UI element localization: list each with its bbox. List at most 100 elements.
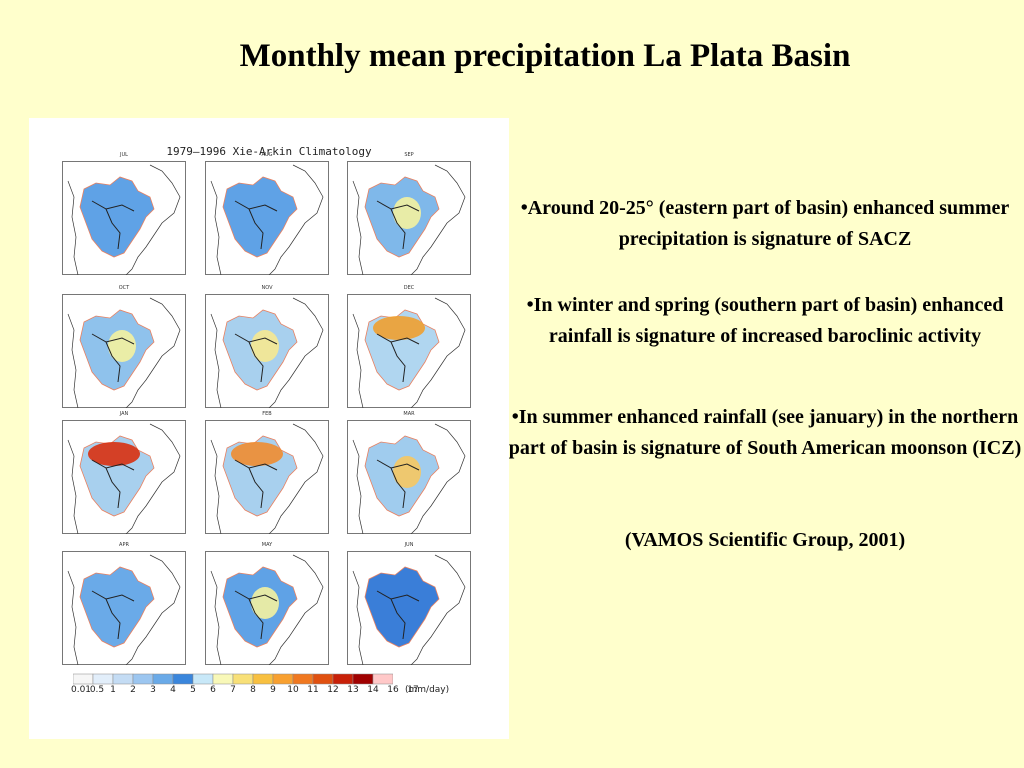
colorbar-swatch bbox=[212, 673, 234, 685]
coastline bbox=[352, 439, 364, 534]
colorbar-tick-label: 1 bbox=[110, 685, 116, 695]
coastline bbox=[268, 164, 324, 275]
coastline bbox=[67, 570, 79, 665]
basin-map bbox=[347, 551, 471, 665]
colorbar-tick-label: 16 bbox=[387, 685, 399, 695]
enhanced-rainfall-area bbox=[231, 442, 283, 466]
colorbar bbox=[73, 673, 393, 685]
basin-map bbox=[205, 161, 329, 275]
colorbar-tick-label: 17 bbox=[407, 685, 419, 695]
coastline bbox=[268, 297, 324, 408]
coastline bbox=[125, 554, 181, 665]
colorbar-tick-label: 4 bbox=[170, 685, 176, 695]
map-panel-label: APR bbox=[119, 542, 129, 548]
colorbar-tick-label: 6 bbox=[210, 685, 216, 695]
colorbar-swatch bbox=[92, 673, 114, 685]
basin-map bbox=[62, 420, 186, 534]
coastline bbox=[67, 180, 79, 275]
map-panel-jan: JAN bbox=[62, 411, 186, 534]
coastline bbox=[210, 439, 222, 534]
basin-map bbox=[347, 161, 471, 275]
colorbar-swatch bbox=[132, 673, 154, 685]
country-borders bbox=[234, 590, 278, 640]
enhanced-rainfall-area bbox=[373, 316, 425, 340]
map-panel-sep: SEP bbox=[347, 152, 471, 275]
colorbar-unit: (mm/day) bbox=[405, 685, 450, 695]
bullet-monsoon: •In summer enhanced rainfall (see januar… bbox=[508, 406, 1022, 459]
map-panel-label: OCT bbox=[118, 285, 130, 291]
map-panel-label: JAN bbox=[119, 411, 129, 417]
colorbar-swatch bbox=[192, 673, 214, 685]
coastline bbox=[410, 164, 466, 275]
colorbar-tick-label: 7 bbox=[230, 685, 236, 695]
basin-precipitation-region bbox=[364, 566, 440, 648]
coastline bbox=[210, 313, 222, 408]
colorbar-swatch bbox=[152, 673, 174, 685]
enhanced-rainfall-area bbox=[108, 330, 136, 362]
map-panel-may: MAY bbox=[205, 542, 329, 665]
enhanced-rainfall-area bbox=[251, 587, 279, 619]
country-borders bbox=[91, 333, 135, 383]
coastline bbox=[125, 423, 181, 534]
colorbar-swatch bbox=[312, 673, 334, 685]
basin-map bbox=[205, 294, 329, 408]
coastline bbox=[210, 180, 222, 275]
colorbar-tick-label: 2 bbox=[130, 685, 136, 695]
map-panel-label: SEP bbox=[404, 152, 414, 158]
colorbar-swatch bbox=[372, 673, 393, 685]
coastline bbox=[125, 297, 181, 408]
coastline bbox=[410, 554, 466, 665]
map-panel-label: MAR bbox=[403, 411, 415, 417]
enhanced-rainfall-area bbox=[88, 442, 140, 466]
basin-map bbox=[205, 551, 329, 665]
colorbar-swatch bbox=[232, 673, 254, 685]
colorbar-tick-label: 0.5 bbox=[89, 685, 105, 695]
basin-map bbox=[347, 294, 471, 408]
citation: (VAMOS Scientific Group, 2001) bbox=[624, 529, 906, 551]
country-borders bbox=[376, 333, 420, 383]
coastline bbox=[410, 423, 466, 534]
colorbar-tick-label: 5 bbox=[190, 685, 196, 695]
enhanced-rainfall-area bbox=[393, 197, 421, 229]
basin-map bbox=[347, 420, 471, 534]
country-borders bbox=[376, 590, 420, 640]
map-panel-oct: OCT bbox=[62, 285, 186, 408]
coastline bbox=[268, 554, 324, 665]
climatology-figure: 1979–1996 Xie-Arkin Climatology JUL AUG SE… bbox=[29, 118, 509, 739]
basin-precipitation-region bbox=[79, 566, 155, 648]
coastline bbox=[268, 423, 324, 534]
coastline bbox=[125, 164, 181, 275]
colorbar-swatch bbox=[352, 673, 374, 685]
country-borders bbox=[234, 459, 278, 509]
map-panel-label: JUN bbox=[404, 542, 414, 548]
map-panel-label: FEB bbox=[262, 411, 272, 417]
colorbar-swatch bbox=[112, 673, 134, 685]
map-panel-aug: AUG bbox=[205, 152, 329, 275]
country-borders bbox=[91, 459, 135, 509]
basin-map bbox=[62, 161, 186, 275]
colorbar-tick-label: 10 bbox=[287, 685, 299, 695]
colorbar-swatch bbox=[332, 673, 354, 685]
coastline bbox=[352, 180, 364, 275]
colorbar-tick-label: 0.01 bbox=[70, 685, 92, 695]
map-panel-jul: JUL bbox=[62, 152, 186, 275]
enhanced-rainfall-area bbox=[251, 330, 279, 362]
colorbar-swatch bbox=[252, 673, 274, 685]
colorbar-tick-label: 13 bbox=[347, 685, 359, 695]
country-borders bbox=[234, 333, 278, 383]
map-panel-jun: JUN bbox=[347, 542, 471, 665]
map-panel-label: AUG bbox=[261, 152, 273, 158]
country-borders bbox=[376, 200, 420, 250]
coastline bbox=[67, 439, 79, 534]
colorbar-tick-label: 3 bbox=[150, 685, 156, 695]
coastline bbox=[210, 570, 222, 665]
slide-title: Monthly mean precipitation La Plata Basi… bbox=[239, 38, 851, 74]
coastline bbox=[352, 570, 364, 665]
bullet-sacz: •Around 20-25° (eastern part of basin) e… bbox=[520, 197, 1010, 250]
basin-precipitation-region bbox=[79, 176, 155, 258]
enhanced-rainfall-area bbox=[393, 456, 421, 488]
colorbar-swatch bbox=[292, 673, 314, 685]
map-panel-label: JUL bbox=[120, 152, 128, 158]
basin-precipitation-region bbox=[222, 176, 298, 258]
coastline bbox=[410, 297, 466, 408]
